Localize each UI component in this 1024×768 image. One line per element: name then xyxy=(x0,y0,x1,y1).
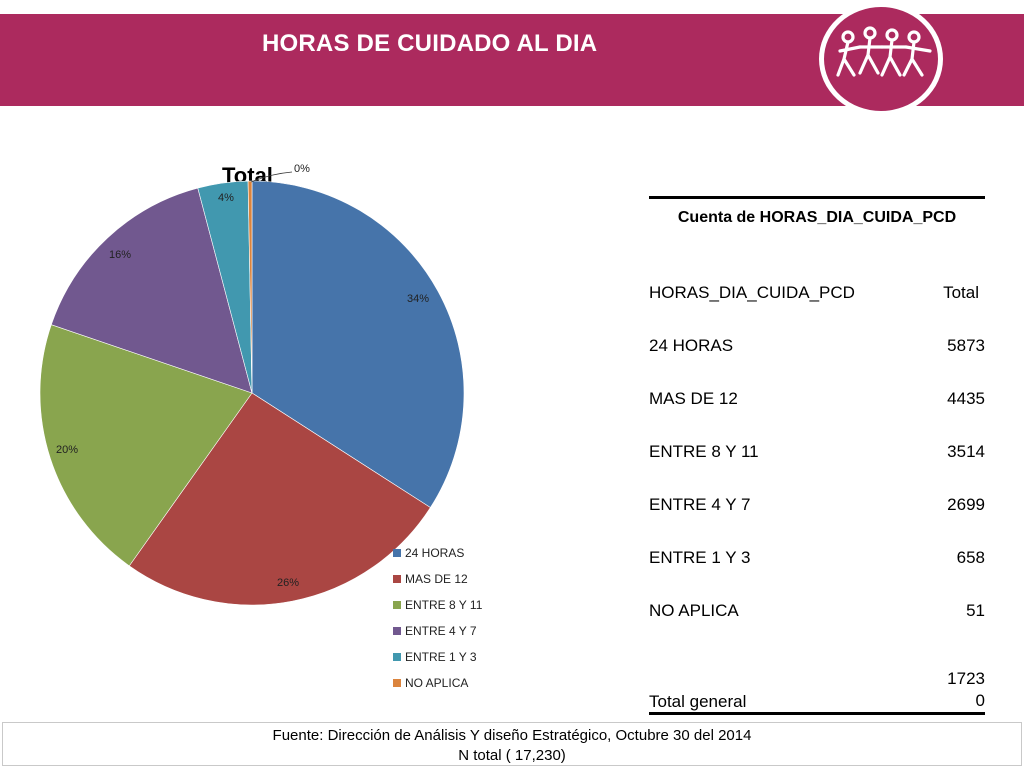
table-header-row: HORAS_DIA_CUIDA_PCD Total xyxy=(649,283,985,336)
pie-slice xyxy=(251,180,465,508)
legend-item: NO APLICA xyxy=(393,670,482,696)
legend-item: ENTRE 4 Y 7 xyxy=(393,618,482,644)
legend-swatch xyxy=(393,627,401,635)
legend-label: MAS DE 12 xyxy=(405,572,468,586)
logo xyxy=(819,2,943,116)
legend-item: ENTRE 1 Y 3 xyxy=(393,644,482,670)
pie-data-label: 4% xyxy=(218,192,234,204)
footer-source: Fuente: Dirección de Análisis Y diseño E… xyxy=(272,727,752,744)
pie-data-label: 26% xyxy=(277,577,299,589)
table-total-value: 17230 xyxy=(947,669,985,710)
pie-data-label: 34% xyxy=(407,293,429,305)
legend-swatch xyxy=(393,679,401,687)
table-row: ENTRE 8 Y 11 3514 xyxy=(649,442,985,495)
legend-swatch xyxy=(393,601,401,609)
table-row-label: MAS DE 12 xyxy=(649,389,738,408)
table-row-value: 5873 xyxy=(947,336,985,355)
label-leader-line xyxy=(250,171,293,183)
table-row-value: 3514 xyxy=(947,442,985,461)
pie-chart: 34% 26% 20% 16% 4% 0% xyxy=(39,163,465,606)
footer-n-total: N total ( 17,230) xyxy=(458,747,566,764)
pie-data-label: 20% xyxy=(56,444,78,456)
table-row-value: 2699 xyxy=(947,495,985,514)
table-row-label: ENTRE 1 Y 3 xyxy=(649,548,751,567)
legend-label: 24 HORAS xyxy=(405,546,465,560)
table-header-value: Total xyxy=(943,283,979,302)
table-row: 24 HORAS 5873 xyxy=(649,336,985,389)
pie-slice xyxy=(39,324,253,567)
legend-swatch xyxy=(393,549,401,557)
people-holding-hands-icon xyxy=(836,26,932,77)
legend-item: MAS DE 12 xyxy=(393,566,482,592)
pie-data-label: 16% xyxy=(109,249,131,261)
footer: Fuente: Dirección de Análisis Y diseño E… xyxy=(2,722,1022,766)
chart-legend: 24 HORAS MAS DE 12 ENTRE 8 Y 11 ENTRE 4 Y 7… xyxy=(393,540,482,696)
legend-label: ENTRE 1 Y 3 xyxy=(405,650,477,664)
table-row-label: NO APLICA xyxy=(649,601,739,620)
table-row-label: ENTRE 8 Y 11 xyxy=(649,442,759,461)
table-header-label: HORAS_DIA_CUIDA_PCD xyxy=(649,283,855,302)
table-row: NO APLICA 51 xyxy=(649,601,985,654)
table-caption: Cuenta de HORAS_DIA_CUIDA_PCD xyxy=(677,209,957,226)
table-row-label: 24 HORAS xyxy=(649,336,734,355)
table-row: ENTRE 1 Y 3 658 xyxy=(649,548,985,601)
table-total-label: Total general xyxy=(649,692,747,711)
pivot-table: Cuenta de HORAS_DIA_CUIDA_PCD HORAS_DIA_… xyxy=(649,196,985,715)
pie-data-label: 0% xyxy=(294,163,310,175)
legend-swatch xyxy=(393,575,401,583)
table-row-value: 51 xyxy=(966,601,985,620)
legend-item: 24 HORAS xyxy=(393,540,482,566)
table-row: MAS DE 12 4435 xyxy=(649,389,985,442)
table-total-row: Total general 17230 xyxy=(649,654,985,712)
table-row-label: ENTRE 4 Y 7 xyxy=(649,495,751,514)
pie-slice xyxy=(128,392,431,606)
pie-slice xyxy=(50,187,253,394)
table-row: ENTRE 4 Y 7 2699 xyxy=(649,495,985,548)
legend-swatch xyxy=(393,653,401,661)
legend-label: NO APLICA xyxy=(405,676,469,690)
legend-label: ENTRE 8 Y 11 xyxy=(405,598,483,612)
table-row-value: 658 xyxy=(956,548,985,567)
legend-label: ENTRE 4 Y 7 xyxy=(405,624,477,638)
legend-item: ENTRE 8 Y 11 xyxy=(393,592,482,618)
page-title: HORAS DE CUIDADO AL DIA xyxy=(262,30,598,57)
table-row-value: 4435 xyxy=(947,389,985,408)
pie-slice xyxy=(247,180,253,394)
